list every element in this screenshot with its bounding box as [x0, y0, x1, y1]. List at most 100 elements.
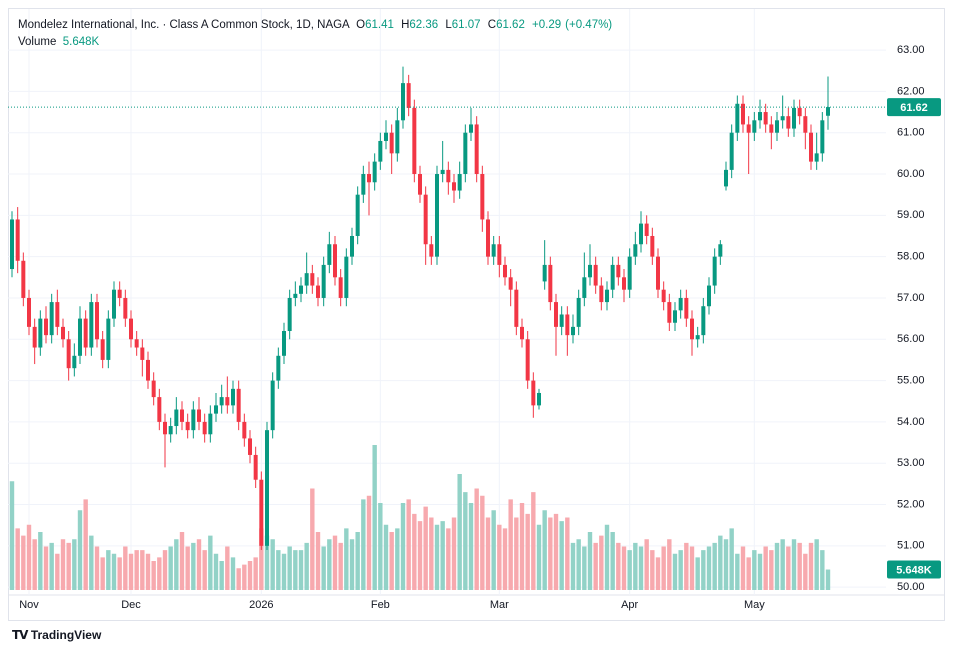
volume-bar: [417, 521, 423, 590]
volume-bar: [752, 550, 757, 590]
volume-bar: [689, 546, 695, 590]
candle-body: [140, 347, 145, 360]
volume-bar: [378, 503, 383, 590]
y-tick-label: 53.00: [897, 457, 925, 469]
candle-body: [15, 219, 20, 261]
candles: [10, 66, 830, 550]
candle-body: [174, 409, 179, 427]
candle-body: [197, 409, 201, 422]
volume-bar: [236, 568, 241, 590]
ohlc-value: 61.62: [496, 19, 525, 31]
volume-bar: [298, 550, 304, 590]
volume-bar: [701, 550, 706, 590]
volume-bar: [383, 524, 389, 590]
volume-bar: [525, 513, 530, 590]
candle-body: [112, 289, 116, 319]
candle-body: [372, 161, 377, 183]
candle-body: [571, 326, 575, 336]
candle-body: [157, 397, 162, 422]
candle-body: [520, 326, 524, 340]
volume-bar: [729, 528, 734, 590]
y-tick-label: 62.00: [897, 85, 925, 97]
change: +0.29: [532, 19, 562, 31]
volume-bar: [106, 550, 111, 590]
volume-bar: [128, 553, 134, 590]
last-price-label: 61.62: [900, 102, 928, 114]
volume-bar: [718, 535, 723, 590]
candle-body: [49, 302, 54, 336]
volume-bar: [315, 532, 321, 590]
volume-bar: [321, 546, 326, 590]
ohlc-value: 62.36: [409, 19, 439, 31]
candle-body: [701, 306, 706, 336]
candle-body: [469, 124, 473, 133]
candle-body: [429, 244, 434, 257]
brand: 𝗧𝗩 TradingView: [12, 628, 102, 642]
volume-bar: [446, 528, 451, 590]
candle-body: [763, 112, 768, 125]
candle-body: [180, 409, 184, 422]
volume-bar: [400, 503, 406, 590]
candle-body: [769, 124, 774, 133]
candle-body: [338, 277, 343, 298]
volume-bar: [814, 539, 819, 590]
candle-body: [321, 264, 326, 298]
y-tick-label: 58.00: [897, 251, 925, 263]
volume-bar: [706, 546, 712, 590]
ohlc-key: L: [445, 19, 452, 31]
candle-body: [503, 264, 507, 278]
candle-body: [185, 421, 190, 431]
last-volume-label: 5.648K: [896, 564, 932, 576]
candle-body: [622, 277, 626, 290]
volume-bar: [491, 510, 496, 590]
candle-body: [531, 380, 536, 406]
volume-bar: [485, 517, 491, 590]
volume-value: 5.648K: [62, 36, 100, 48]
candle-body: [452, 182, 456, 191]
candle-body: [304, 273, 309, 286]
candle-body: [83, 318, 88, 348]
symbol-row: Mondelez International, Inc. · Class A C…: [18, 17, 616, 34]
candle-body: [542, 264, 547, 282]
volume-bar: [695, 557, 700, 590]
y-tick-label: 59.00: [897, 209, 925, 221]
volume-bar: [757, 553, 763, 590]
volume-bar: [638, 546, 644, 590]
candle-body: [406, 83, 411, 108]
candle-body: [457, 174, 462, 191]
candle-body: [208, 413, 213, 435]
candle-body: [123, 297, 128, 319]
volume-bar: [83, 499, 88, 590]
volume-bar: [553, 513, 559, 590]
candle-body: [486, 219, 490, 257]
volume-bar: [548, 517, 553, 590]
ohlc-value: 61.41: [365, 19, 394, 31]
volume-bar: [89, 535, 94, 590]
volume-bar: [672, 553, 678, 590]
volume-bar: [531, 492, 536, 590]
volume-bar: [457, 474, 462, 590]
candle-body: [276, 355, 281, 381]
volume-bar: [151, 561, 156, 590]
y-tick-label: 60.00: [897, 168, 925, 180]
last-volume-box: [887, 560, 941, 579]
volume-bar: [60, 539, 66, 590]
volume-bar: [191, 542, 196, 590]
candle-body: [537, 392, 541, 406]
volume-bar: [225, 546, 230, 590]
volume-bar: [327, 539, 332, 590]
x-tick-label: Nov: [19, 599, 39, 611]
candle-body: [752, 120, 757, 133]
volume-bar: [185, 546, 190, 590]
volume-bar: [474, 488, 479, 590]
candle-body: [746, 124, 751, 133]
volume-bar: [389, 532, 394, 590]
volume-bar: [616, 542, 621, 590]
volume-bar: [174, 539, 179, 590]
volume-bar: [293, 550, 298, 590]
volume-bar: [650, 550, 655, 590]
candle-body: [151, 380, 156, 398]
candle-body: [38, 318, 43, 348]
volume-bar: [593, 542, 598, 590]
candle-body: [423, 194, 428, 245]
